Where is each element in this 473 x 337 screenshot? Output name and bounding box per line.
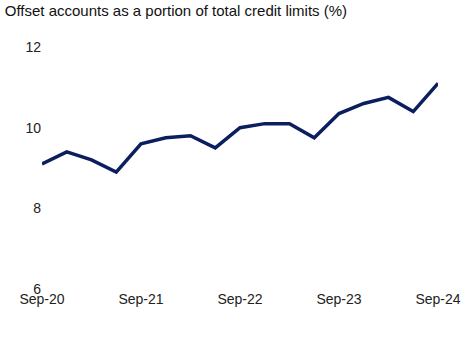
svg-text:6: 6 (33, 281, 41, 297)
svg-text:8: 8 (33, 200, 41, 216)
svg-text:12: 12 (25, 39, 41, 55)
svg-text:Sep-21: Sep-21 (118, 291, 163, 307)
svg-text:10: 10 (25, 120, 41, 136)
svg-text:Sep-23: Sep-23 (316, 291, 361, 307)
svg-text:Sep-20: Sep-20 (19, 291, 64, 307)
svg-text:Sep-24: Sep-24 (415, 291, 460, 307)
svg-text:Sep-22: Sep-22 (217, 291, 262, 307)
svg-text:Offset accounts as a portion o: Offset accounts as a portion of total cr… (5, 2, 347, 19)
